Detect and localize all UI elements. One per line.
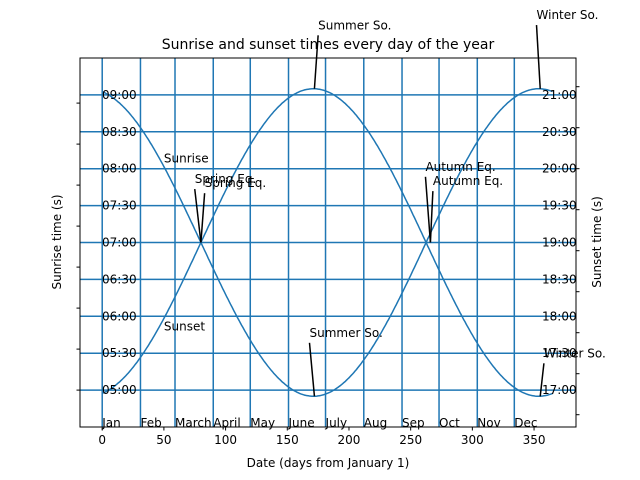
sunset-hour-label: 18:30 — [542, 272, 577, 286]
annotation-arrow — [535, 25, 541, 89]
x-tick-label: 100 — [214, 433, 237, 447]
x-tick-label: 200 — [338, 433, 361, 447]
series-line-sunset — [101, 88, 553, 397]
month-label: April — [213, 416, 240, 430]
sunset-hour-label: 17:30 — [542, 346, 577, 360]
sunset-hour-label: 17:00 — [542, 383, 577, 397]
month-label: Jan — [101, 416, 121, 430]
annotation-layer: Spring Eq.Spring Eq. Summer So. Summer So.… — [194, 8, 606, 397]
annotation-label: Winter So. — [544, 346, 606, 360]
x-tick-label: 50 — [156, 433, 171, 447]
month-label: Sep — [402, 416, 425, 430]
month-label: June — [288, 416, 315, 430]
month-label: March — [175, 416, 212, 430]
annotation-label: Summer So. — [318, 18, 391, 32]
month-label: Oct — [439, 416, 460, 430]
annotation-arrow — [313, 35, 319, 89]
annotation-arrow — [194, 189, 202, 243]
annotation-arrow — [429, 191, 434, 243]
sunrise-hour-label: 09:00 — [102, 88, 137, 102]
sunrise-hour-label: 07:30 — [102, 199, 137, 213]
x-tick-label: 0 — [98, 433, 106, 447]
sunrise-hour-label: 07:00 — [102, 236, 137, 250]
series-label-sunrise: Sunrise — [164, 152, 209, 166]
x-tick-label: 300 — [461, 433, 484, 447]
month-label: Nov — [477, 416, 500, 430]
chart-title: Sunrise and sunset times every day of th… — [162, 37, 495, 53]
tick-layer: Jan Feb March April May June July Aug Sep Oct Nov D… — [76, 86, 580, 447]
y-axis-left-label: Sunrise time (s) — [50, 194, 64, 289]
y-axis-right-label: Sunset time (s) — [590, 196, 604, 288]
month-label: Aug — [364, 416, 387, 430]
annotation-label: Summer So. — [309, 326, 382, 340]
x-tick-label: 350 — [523, 433, 546, 447]
sunrise-hour-label: 06:00 — [102, 309, 137, 323]
x-tick-label: 150 — [276, 433, 299, 447]
sunrise-hour-label: 06:30 — [102, 272, 137, 286]
month-label: May — [250, 416, 275, 430]
annotation-arrow — [200, 193, 206, 243]
plot-frame — [79, 57, 577, 428]
series-layer: Sunrise Sunset — [101, 88, 553, 397]
sunset-hour-label: 20:00 — [542, 162, 577, 176]
annotation-arrow — [539, 363, 545, 397]
annotation-label: Spring Eq. — [195, 172, 257, 186]
annotation-arrow — [424, 176, 432, 243]
annotation-arrow — [308, 342, 316, 397]
axes-layer — [79, 57, 577, 428]
sunrise-hour-label: 05:00 — [102, 383, 137, 397]
sunset-hour-label: 21:00 — [542, 88, 577, 102]
grid-layer — [80, 58, 576, 427]
sunrise-hour-label: 05:30 — [102, 346, 137, 360]
series-line-sunrise — [101, 88, 553, 397]
sunset-hour-label: 19:00 — [542, 236, 577, 250]
annotation-label: Winter So. — [537, 8, 599, 22]
month-label: Dec — [514, 416, 537, 430]
sunrise-hour-label: 08:00 — [102, 162, 137, 176]
sunset-hour-label: 20:30 — [542, 125, 577, 139]
annotation-label: Autumn Eq. — [433, 174, 503, 188]
sunrise-hour-label: 08:30 — [102, 125, 137, 139]
sunset-hour-label: 18:00 — [542, 309, 577, 323]
series-label-sunset: Sunset — [164, 319, 205, 333]
x-tick-label: 250 — [399, 433, 422, 447]
sunset-hour-label: 19:30 — [542, 199, 577, 213]
month-label: Feb — [140, 416, 161, 430]
annotation-label: Autumn Eq. — [425, 160, 495, 174]
annotation-label: Spring Eq. — [205, 176, 267, 190]
month-label: July — [325, 416, 348, 430]
x-axis-label: Date (days from January 1) — [247, 456, 410, 470]
